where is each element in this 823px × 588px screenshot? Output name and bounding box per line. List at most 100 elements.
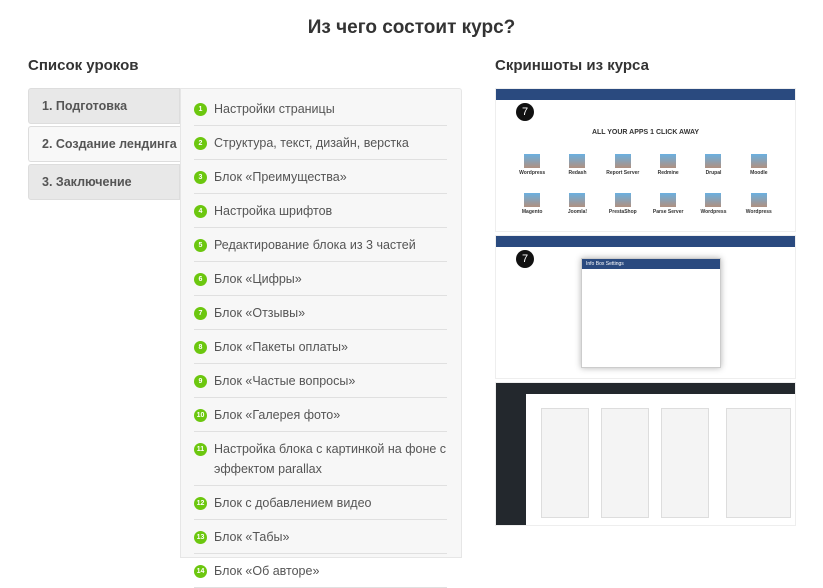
page-title: Из чего состоит курс? bbox=[307, 17, 516, 38]
lesson-number-badge: 14 bbox=[194, 565, 207, 578]
app-card: Joomla! bbox=[556, 193, 598, 229]
app-name: Drupal bbox=[705, 170, 722, 176]
app-name: Wordpress bbox=[700, 209, 727, 215]
lesson-title: Настройка блока с картинкой на фоне с эф… bbox=[214, 442, 447, 476]
lesson-item[interactable]: 7 Блок «Отзывы» bbox=[194, 296, 447, 330]
screenshot-1[interactable]: 7 ALL YOUR APPS 1 CLICK AWAY Wordpress Re… bbox=[495, 88, 796, 232]
column bbox=[661, 408, 709, 518]
lesson-number-badge: 10 bbox=[194, 409, 207, 422]
app-name: Wordpress bbox=[745, 209, 772, 215]
app-card: Wordpress bbox=[692, 193, 734, 229]
settings-panel bbox=[726, 408, 791, 518]
app-thumbnail bbox=[750, 154, 767, 168]
lesson-number-badge: 4 bbox=[194, 205, 207, 218]
screenshot-gallery: 7 ALL YOUR APPS 1 CLICK AWAY Wordpress Re… bbox=[495, 88, 796, 529]
lesson-title: Настройки страницы bbox=[214, 102, 335, 116]
app-thumbnail bbox=[569, 193, 586, 207]
apps-grid: Wordpress Redash Report Server Redmine Drupa… bbox=[511, 154, 780, 229]
app-name: Joomla! bbox=[567, 209, 588, 215]
app-name: PrestaShop bbox=[608, 209, 637, 215]
screenshots-heading: Скриншоты из курса bbox=[495, 57, 649, 74]
lesson-title: Блок «Цифры» bbox=[214, 272, 302, 286]
lesson-title: Блок «Преимущества» bbox=[214, 170, 347, 184]
app-card: Moodle bbox=[738, 154, 780, 190]
lesson-item[interactable]: 4 Настройка шрифтов bbox=[194, 194, 447, 228]
app-name: Wordpress bbox=[519, 170, 546, 176]
app-name: Redash bbox=[568, 170, 587, 176]
tab-module-2[interactable]: 2. Создание лендинга bbox=[28, 126, 180, 162]
admin-bar bbox=[496, 383, 795, 394]
lesson-number-badge: 11 bbox=[194, 443, 207, 456]
app-thumbnail bbox=[524, 193, 541, 207]
module-tabs: 1. Подготовка 2. Создание лендинга 3. Закл… bbox=[28, 88, 180, 202]
builder-toolbar bbox=[496, 236, 795, 247]
screenshot-heading: ALL YOUR APPS 1 CLICK AWAY bbox=[591, 129, 700, 136]
column bbox=[541, 408, 589, 518]
app-thumbnail bbox=[660, 193, 677, 207]
tab-module-1[interactable]: 1. Подготовка bbox=[28, 88, 180, 124]
app-thumbnail bbox=[569, 154, 586, 168]
settings-dialog: Info Box Settings bbox=[581, 258, 721, 368]
lesson-number-badge: 6 bbox=[194, 273, 207, 286]
lesson-title: Редактирование блока из 3 частей bbox=[214, 238, 416, 252]
lesson-item[interactable]: 3 Блок «Преимущества» bbox=[194, 160, 447, 194]
app-card: Redash bbox=[556, 154, 598, 190]
lesson-item[interactable]: 12 Блок с добавлением видео bbox=[194, 486, 447, 520]
app-card: Parse Server bbox=[647, 193, 689, 229]
app-thumbnail bbox=[614, 154, 631, 168]
lesson-title: Блок с добавлением видео bbox=[214, 496, 372, 510]
column bbox=[601, 408, 649, 518]
app-card: Wordpress bbox=[511, 154, 553, 190]
lesson-number-badge: 12 bbox=[194, 497, 207, 510]
lesson-item[interactable]: 6 Блок «Цифры» bbox=[194, 262, 447, 296]
app-card: Redmine bbox=[647, 154, 689, 190]
screenshot-2[interactable]: 7 Info Box Settings bbox=[495, 235, 796, 379]
app-card: Report Server bbox=[602, 154, 644, 190]
logo-icon: 7 bbox=[516, 250, 534, 268]
lesson-title: Блок «Об авторе» bbox=[214, 564, 320, 578]
lesson-title: Блок «Пакеты оплаты» bbox=[214, 340, 348, 354]
lesson-list: 1 Настройки страницы 2 Структура, текст, ди… bbox=[180, 88, 462, 588]
lesson-item[interactable]: 9 Блок «Частые вопросы» bbox=[194, 364, 447, 398]
lesson-title: Структура, текст, дизайн, верстка bbox=[214, 136, 409, 150]
app-thumbnail bbox=[705, 193, 722, 207]
app-card: Magento bbox=[511, 193, 553, 229]
lesson-number-badge: 5 bbox=[194, 239, 207, 252]
lesson-number-badge: 3 bbox=[194, 171, 207, 184]
app-card: Drupal bbox=[692, 154, 734, 190]
lesson-title: Блок «Отзывы» bbox=[214, 306, 306, 320]
lesson-number-badge: 9 bbox=[194, 375, 207, 388]
app-name: Moodle bbox=[750, 170, 768, 176]
app-card: Wordpress bbox=[738, 193, 780, 229]
lesson-item[interactable]: 5 Редактирование блока из 3 частей bbox=[194, 228, 447, 262]
lesson-item[interactable]: 11 Настройка блока с картинкой на фоне с … bbox=[194, 432, 447, 486]
lesson-number-badge: 7 bbox=[194, 307, 207, 320]
lesson-title: Блок «Галерея фото» bbox=[214, 408, 341, 422]
app-thumbnail bbox=[705, 154, 722, 168]
tab-module-3[interactable]: 3. Заключение bbox=[28, 164, 180, 200]
lesson-item[interactable]: 8 Блок «Пакеты оплаты» bbox=[194, 330, 447, 364]
lesson-item[interactable]: 14 Блок «Об авторе» bbox=[194, 554, 447, 588]
builder-toolbar bbox=[496, 89, 795, 100]
lesson-item[interactable]: 10 Блок «Галерея фото» bbox=[194, 398, 447, 432]
lessons-heading: Список уроков bbox=[28, 57, 139, 74]
lesson-item[interactable]: 2 Структура, текст, дизайн, верстка bbox=[194, 126, 447, 160]
app-thumbnail bbox=[614, 193, 631, 207]
lesson-title: Блок «Табы» bbox=[214, 530, 290, 544]
app-card: PrestaShop bbox=[602, 193, 644, 229]
app-name: Magento bbox=[521, 209, 543, 215]
lesson-title: Настройка шрифтов bbox=[214, 204, 333, 218]
screenshot-3[interactable] bbox=[495, 382, 796, 526]
app-thumbnail bbox=[750, 193, 767, 207]
lesson-number-badge: 13 bbox=[194, 531, 207, 544]
lesson-number-badge: 8 bbox=[194, 341, 207, 354]
lesson-number-badge: 2 bbox=[194, 137, 207, 150]
dialog-title: Info Box Settings bbox=[582, 259, 720, 269]
lesson-number-badge: 1 bbox=[194, 103, 207, 116]
lesson-title: Блок «Частые вопросы» bbox=[214, 374, 356, 388]
app-thumbnail bbox=[524, 154, 541, 168]
app-thumbnail bbox=[660, 154, 677, 168]
lesson-item[interactable]: 13 Блок «Табы» bbox=[194, 520, 447, 554]
app-name: Report Server bbox=[606, 170, 640, 176]
lesson-item[interactable]: 1 Настройки страницы bbox=[194, 92, 447, 126]
